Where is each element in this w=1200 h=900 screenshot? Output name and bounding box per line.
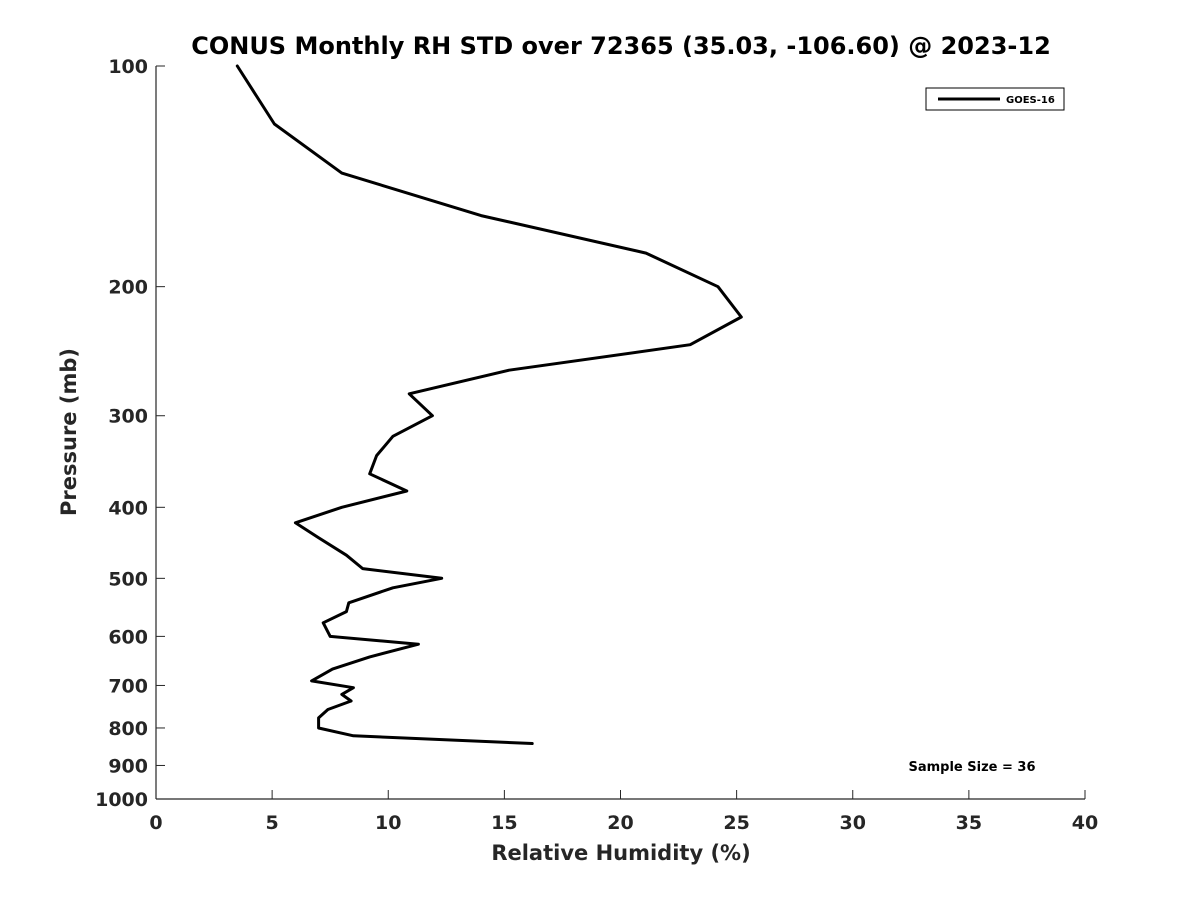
chart-title: CONUS Monthly RH STD over 72365 (35.03, … xyxy=(191,32,1051,60)
data-point xyxy=(317,726,320,730)
data-point xyxy=(352,686,355,689)
x-tick-label: 5 xyxy=(266,812,279,834)
data-point xyxy=(331,667,334,671)
data-point xyxy=(317,536,320,539)
y-axis-label: Pressure (mb) xyxy=(57,348,81,516)
data-point xyxy=(273,122,276,126)
data-point xyxy=(294,521,297,524)
data-point xyxy=(345,554,348,557)
x-tick-label: 0 xyxy=(149,812,162,834)
data-point xyxy=(431,414,434,417)
y-tick-label: 1000 xyxy=(95,789,148,811)
y-tick-label: 600 xyxy=(108,626,148,648)
data-point xyxy=(417,643,420,646)
data-point xyxy=(507,369,511,372)
x-tick-label: 10 xyxy=(375,812,401,834)
x-tick-label: 30 xyxy=(840,812,866,834)
data-point xyxy=(644,251,648,255)
x-tick-label: 15 xyxy=(491,812,517,834)
y-tick-label: 200 xyxy=(108,277,148,299)
data-point xyxy=(368,472,371,475)
data-point xyxy=(329,635,332,638)
series-layer xyxy=(235,64,743,745)
data-point xyxy=(326,708,330,711)
y-tick-label: 900 xyxy=(108,755,148,777)
data-point xyxy=(368,655,371,659)
data-point xyxy=(236,64,239,68)
data-point xyxy=(689,343,692,346)
data-point xyxy=(345,610,348,613)
data-point xyxy=(340,171,343,175)
y-tick-label: 500 xyxy=(108,568,148,590)
data-point xyxy=(340,693,343,696)
data-point xyxy=(479,214,483,217)
legend-label-goes-16: GOES-16 xyxy=(1006,95,1055,106)
data-point xyxy=(391,435,395,438)
data-point xyxy=(740,315,743,319)
data-point xyxy=(352,734,355,737)
data-point xyxy=(340,506,343,509)
data-point xyxy=(716,285,720,288)
data-point xyxy=(322,621,325,624)
data-point xyxy=(349,699,353,703)
x-tick-label: 25 xyxy=(723,812,749,834)
axes: 0 5 10 15 20 25 30 35 40 100 200 300 400 500 600 700 800… xyxy=(95,56,1098,834)
data-point xyxy=(440,577,443,580)
series-line-goes-16 xyxy=(235,64,743,745)
y-tick-label: 300 xyxy=(108,406,148,428)
y-tick-label: 400 xyxy=(108,497,148,519)
sample-size-annotation: Sample Size = 36 xyxy=(908,760,1035,775)
x-tick-label: 40 xyxy=(1072,812,1098,834)
y-tick-label: 700 xyxy=(108,675,148,697)
data-point xyxy=(375,454,378,457)
data-point xyxy=(408,392,411,395)
data-point xyxy=(310,679,313,683)
data-point xyxy=(347,601,350,604)
x-tick-label: 35 xyxy=(956,812,982,834)
x-tick-label: 20 xyxy=(607,812,633,834)
data-point xyxy=(317,716,320,720)
data-point xyxy=(405,489,408,493)
y-tick-label: 800 xyxy=(108,718,148,740)
data-point xyxy=(361,567,364,570)
y-tick-label: 100 xyxy=(108,56,148,78)
legend: GOES-16 xyxy=(925,87,1065,111)
x-axis-label: Relative Humidity (%) xyxy=(491,841,750,865)
data-point xyxy=(391,586,395,589)
data-point xyxy=(531,742,534,745)
